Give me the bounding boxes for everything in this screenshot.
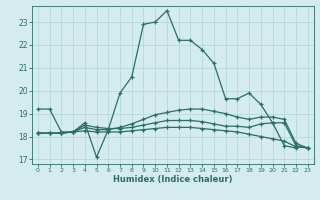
X-axis label: Humidex (Indice chaleur): Humidex (Indice chaleur) xyxy=(113,175,233,184)
